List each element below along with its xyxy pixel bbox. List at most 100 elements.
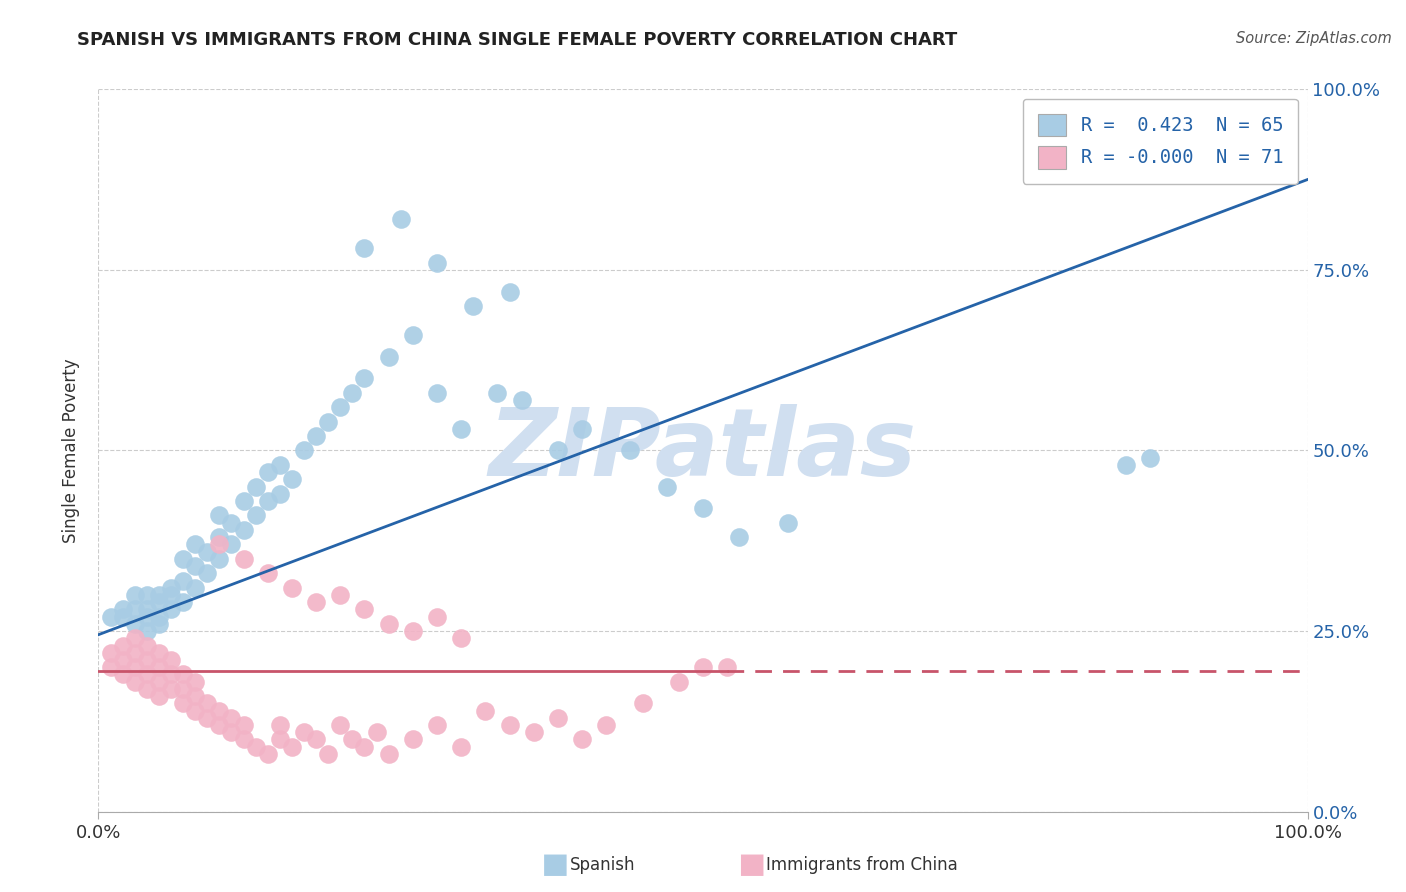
Point bbox=[595, 718, 617, 732]
Point bbox=[232, 718, 254, 732]
Point bbox=[245, 508, 267, 523]
Point bbox=[329, 718, 352, 732]
Point bbox=[135, 681, 157, 696]
Point bbox=[195, 711, 218, 725]
Point bbox=[135, 639, 157, 653]
Point bbox=[426, 609, 449, 624]
Point bbox=[148, 674, 170, 689]
Point bbox=[776, 516, 799, 530]
Point bbox=[269, 718, 291, 732]
Point bbox=[160, 581, 183, 595]
Point bbox=[100, 609, 122, 624]
Point bbox=[135, 667, 157, 681]
Point bbox=[353, 241, 375, 255]
Point bbox=[450, 739, 472, 754]
Point bbox=[510, 392, 533, 407]
Point bbox=[450, 632, 472, 646]
Point bbox=[329, 588, 352, 602]
Point bbox=[256, 465, 278, 479]
Point bbox=[111, 653, 134, 667]
Point bbox=[208, 530, 231, 544]
Point bbox=[245, 739, 267, 754]
Point bbox=[716, 660, 738, 674]
Point bbox=[256, 566, 278, 581]
Point bbox=[111, 609, 134, 624]
Point bbox=[292, 443, 315, 458]
Point bbox=[232, 494, 254, 508]
Point bbox=[256, 494, 278, 508]
Point bbox=[486, 385, 509, 400]
Point bbox=[692, 501, 714, 516]
Point bbox=[195, 696, 218, 710]
Point bbox=[195, 566, 218, 581]
Point bbox=[172, 696, 194, 710]
Point bbox=[208, 718, 231, 732]
Text: Source: ZipAtlas.com: Source: ZipAtlas.com bbox=[1236, 31, 1392, 46]
Point bbox=[172, 681, 194, 696]
Point bbox=[305, 429, 328, 443]
Text: ZIPatlas: ZIPatlas bbox=[489, 404, 917, 497]
Point bbox=[111, 667, 134, 681]
Point bbox=[547, 711, 569, 725]
Point bbox=[402, 732, 425, 747]
Point bbox=[160, 653, 183, 667]
Text: Spanish: Spanish bbox=[569, 856, 636, 874]
Point bbox=[655, 480, 678, 494]
Point bbox=[148, 588, 170, 602]
Point bbox=[124, 588, 146, 602]
Point bbox=[426, 255, 449, 269]
Point bbox=[269, 732, 291, 747]
Point bbox=[377, 350, 399, 364]
Point bbox=[305, 732, 328, 747]
Point bbox=[450, 422, 472, 436]
Point bbox=[474, 704, 496, 718]
Point bbox=[221, 516, 243, 530]
Point bbox=[232, 732, 254, 747]
Point bbox=[184, 689, 207, 703]
Point bbox=[353, 602, 375, 616]
Point bbox=[342, 732, 364, 747]
Point bbox=[148, 689, 170, 703]
Point bbox=[269, 487, 291, 501]
Point bbox=[111, 639, 134, 653]
Point bbox=[100, 660, 122, 674]
Point bbox=[148, 646, 170, 660]
Point bbox=[124, 660, 146, 674]
Point bbox=[232, 551, 254, 566]
Point bbox=[463, 299, 485, 313]
Point bbox=[135, 653, 157, 667]
Point bbox=[1139, 450, 1161, 465]
Point bbox=[316, 415, 339, 429]
Text: Immigrants from China: Immigrants from China bbox=[766, 856, 957, 874]
Point bbox=[619, 443, 641, 458]
Point bbox=[547, 443, 569, 458]
Point bbox=[172, 551, 194, 566]
Point bbox=[135, 602, 157, 616]
Point bbox=[232, 523, 254, 537]
Point bbox=[221, 711, 243, 725]
Text: SPANISH VS IMMIGRANTS FROM CHINA SINGLE FEMALE POVERTY CORRELATION CHART: SPANISH VS IMMIGRANTS FROM CHINA SINGLE … bbox=[77, 31, 957, 49]
Point bbox=[208, 551, 231, 566]
Point bbox=[100, 646, 122, 660]
Point bbox=[342, 385, 364, 400]
Point bbox=[124, 646, 146, 660]
Point bbox=[631, 696, 654, 710]
Point bbox=[208, 704, 231, 718]
Point bbox=[571, 732, 593, 747]
Point bbox=[668, 674, 690, 689]
Point bbox=[160, 667, 183, 681]
Point bbox=[135, 609, 157, 624]
Point bbox=[208, 537, 231, 551]
Point bbox=[281, 472, 304, 486]
Point bbox=[402, 327, 425, 342]
Point bbox=[245, 480, 267, 494]
Point bbox=[124, 674, 146, 689]
Point bbox=[728, 530, 751, 544]
Point bbox=[160, 681, 183, 696]
Point bbox=[184, 704, 207, 718]
Legend: R =  0.423  N = 65, R = -0.000  N = 71: R = 0.423 N = 65, R = -0.000 N = 71 bbox=[1022, 99, 1298, 184]
Point bbox=[256, 747, 278, 761]
Point bbox=[426, 718, 449, 732]
Point bbox=[281, 739, 304, 754]
Point bbox=[172, 574, 194, 588]
